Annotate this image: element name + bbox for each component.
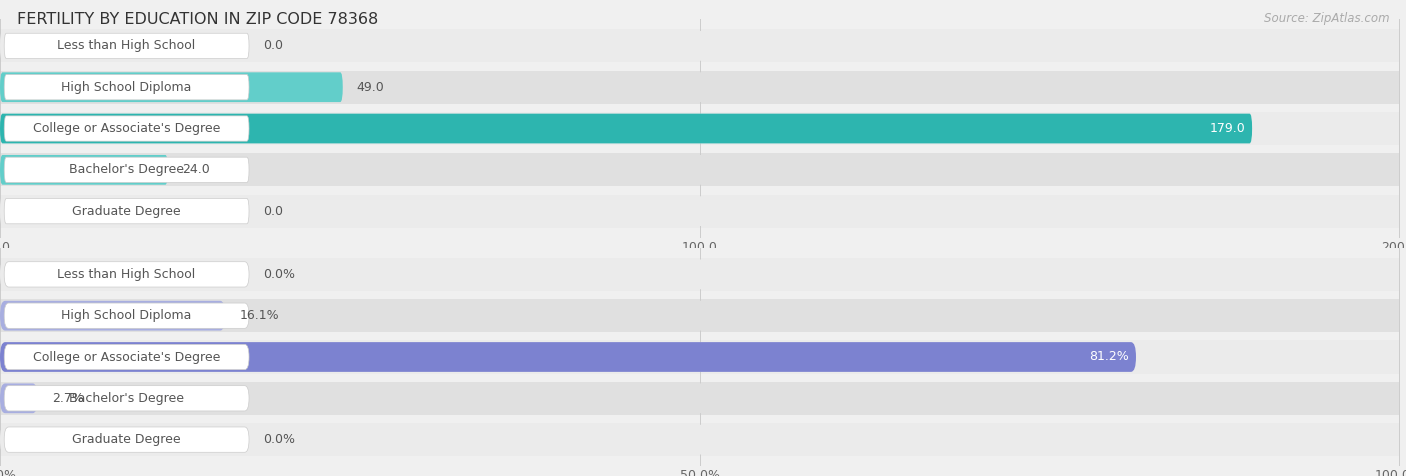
FancyBboxPatch shape (0, 299, 1399, 332)
FancyBboxPatch shape (0, 301, 1399, 330)
FancyBboxPatch shape (0, 155, 1399, 185)
FancyBboxPatch shape (4, 33, 249, 59)
FancyBboxPatch shape (0, 196, 1399, 226)
Text: 49.0: 49.0 (357, 81, 384, 94)
Text: 2.7%: 2.7% (52, 392, 83, 405)
FancyBboxPatch shape (0, 259, 1399, 289)
Text: Bachelor's Degree: Bachelor's Degree (69, 163, 184, 176)
Text: Bachelor's Degree: Bachelor's Degree (69, 392, 184, 405)
FancyBboxPatch shape (4, 427, 249, 452)
FancyBboxPatch shape (0, 112, 1399, 145)
FancyBboxPatch shape (4, 157, 249, 182)
FancyBboxPatch shape (0, 114, 1399, 143)
FancyBboxPatch shape (4, 344, 249, 370)
FancyBboxPatch shape (0, 384, 1399, 413)
Text: 0.0%: 0.0% (263, 433, 295, 446)
FancyBboxPatch shape (0, 155, 167, 185)
FancyBboxPatch shape (0, 382, 1399, 415)
Text: 0.0%: 0.0% (263, 268, 295, 281)
FancyBboxPatch shape (4, 303, 249, 328)
FancyBboxPatch shape (0, 258, 1399, 291)
FancyBboxPatch shape (0, 340, 1399, 374)
Text: 16.1%: 16.1% (239, 309, 278, 322)
FancyBboxPatch shape (0, 31, 1399, 61)
Text: 0.0: 0.0 (263, 40, 283, 52)
Text: 81.2%: 81.2% (1090, 350, 1129, 364)
FancyBboxPatch shape (0, 70, 1399, 104)
Text: College or Associate's Degree: College or Associate's Degree (32, 122, 221, 135)
Text: Source: ZipAtlas.com: Source: ZipAtlas.com (1264, 12, 1389, 25)
Text: Less than High School: Less than High School (58, 268, 195, 281)
FancyBboxPatch shape (0, 301, 225, 330)
Text: High School Diploma: High School Diploma (62, 81, 191, 94)
Text: High School Diploma: High School Diploma (62, 309, 191, 322)
Text: Graduate Degree: Graduate Degree (72, 205, 181, 218)
Text: 179.0: 179.0 (1209, 122, 1246, 135)
FancyBboxPatch shape (4, 75, 249, 100)
FancyBboxPatch shape (0, 342, 1399, 372)
FancyBboxPatch shape (0, 114, 1253, 143)
FancyBboxPatch shape (4, 198, 249, 224)
FancyBboxPatch shape (0, 72, 1399, 102)
FancyBboxPatch shape (0, 30, 1399, 62)
FancyBboxPatch shape (0, 195, 1399, 228)
Text: Graduate Degree: Graduate Degree (72, 433, 181, 446)
FancyBboxPatch shape (0, 384, 38, 413)
FancyBboxPatch shape (0, 425, 1399, 455)
Text: Less than High School: Less than High School (58, 40, 195, 52)
Text: 0.0: 0.0 (263, 205, 283, 218)
FancyBboxPatch shape (4, 386, 249, 411)
FancyBboxPatch shape (0, 72, 343, 102)
FancyBboxPatch shape (0, 153, 1399, 187)
Text: College or Associate's Degree: College or Associate's Degree (32, 350, 221, 364)
FancyBboxPatch shape (4, 262, 249, 287)
FancyBboxPatch shape (4, 116, 249, 141)
FancyBboxPatch shape (0, 342, 1136, 372)
Text: FERTILITY BY EDUCATION IN ZIP CODE 78368: FERTILITY BY EDUCATION IN ZIP CODE 78368 (17, 12, 378, 27)
Text: 24.0: 24.0 (181, 163, 209, 176)
FancyBboxPatch shape (0, 423, 1399, 456)
